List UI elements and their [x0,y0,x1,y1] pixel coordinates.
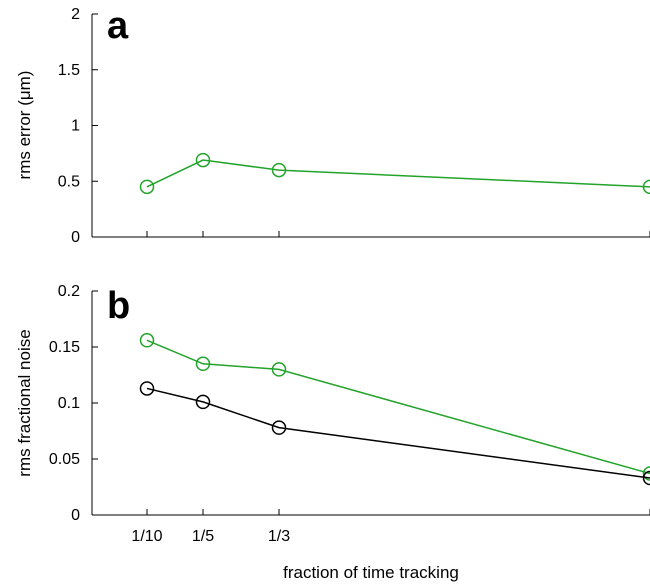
panel-b-series-2-point [195,394,211,410]
panel-b-x-tick-label: 1/5 [192,528,214,545]
panel-b-x-axis-label: fraction of time tracking [283,563,459,582]
panel-b-y-tick-label: 0.1 [58,395,80,412]
panel-b-series-2-point [139,381,155,396]
panel-a-y-tick-label: 2 [71,6,80,23]
panel-a-y-tick-label: 0.5 [58,173,80,190]
panel-a-y-axis-label: rms error (μm) [15,71,34,180]
panel-b-series-1-point [139,333,155,348]
panel-b-series-1-point [195,356,211,372]
panel-a-series-1-point [271,162,287,178]
panel-a: a 0 0.5 1 1.5 2 rms error (μm) [15,5,650,246]
panel-b-x-tick-label: 1/10 [131,528,162,545]
panel-b-y-tick-label: 0.2 [58,283,80,300]
panel-b-y-tick-label: 0.15 [49,339,80,356]
panel-b-y-tick-label: 0 [71,507,80,524]
panel-a-y-tick-label: 1.5 [58,62,80,79]
panel-a-y-tick-label: 1 [71,118,80,135]
panel-a-series-1-point [195,152,211,168]
panel-b-series-1-point [271,362,287,377]
panel-b-y-tick-label: 0.05 [49,451,80,468]
panel-b-y-axis-label: rms fractional noise [15,329,34,476]
panel-b-series-2-line [146,387,650,479]
panel-b-series-2-point [642,470,650,486]
panel-b-series-1-point [642,466,650,481]
panel-a-y-tick-label: 0 [71,229,80,246]
panel-a-letter: a [107,5,129,47]
panel-a-series-1-point [642,179,650,195]
panel-b-letter: b [107,285,130,327]
panel-a-series-1-point [139,179,155,195]
panel-a-series-1-line [146,159,650,188]
panel-b-x-tick-label: 1/3 [268,528,290,545]
panel-b: b 0 0.05 0.1 0.15 0.2 1/10 1/5 1/3 rms fractio… [15,283,650,582]
panel-b-series-1-line [146,339,650,475]
panel-b-series-2-point [271,420,287,435]
